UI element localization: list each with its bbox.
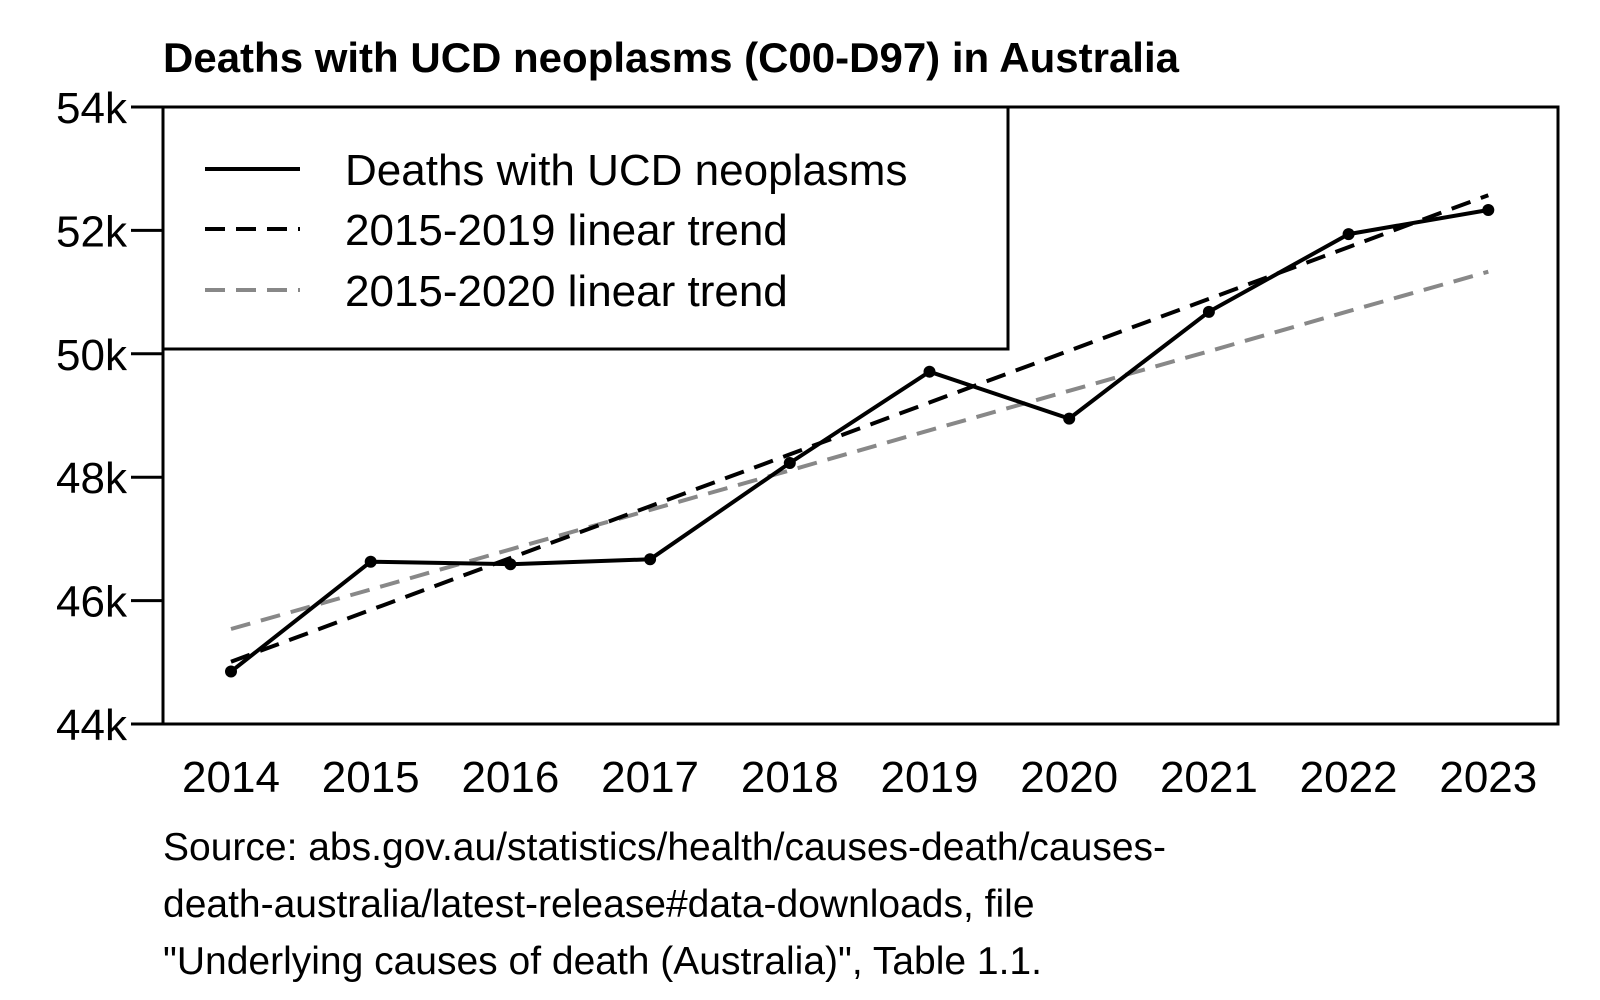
data-point <box>644 553 657 566</box>
data-point <box>923 365 936 378</box>
x-tick-label: 2017 <box>601 753 699 802</box>
x-axis: 2014 2015 2016 2017 2018 2019 2020 2021 2022 2023 <box>182 753 1537 802</box>
x-tick-label: 2016 <box>461 753 559 802</box>
chart-title: Deaths with UCD neoplasms (C00-D97) in A… <box>163 34 1180 81</box>
x-tick-label: 2018 <box>741 753 839 802</box>
y-tick-label: 46k <box>56 578 128 627</box>
source-line-1: Source: abs.gov.au/statistics/health/cau… <box>163 826 1166 869</box>
source-line-2: death-australia/latest-release#data-down… <box>163 883 1035 926</box>
data-point <box>1342 228 1355 241</box>
x-tick-label: 2015 <box>322 753 420 802</box>
series-line-deaths <box>229 208 1489 674</box>
data-point <box>783 457 796 470</box>
series-line-trend-2015-2020 <box>230 269 1489 631</box>
data-point <box>225 665 237 678</box>
x-tick-label: 2014 <box>182 753 280 802</box>
source-line-3: "Underlying causes of death (Australia)"… <box>163 940 1042 983</box>
series-layer <box>225 193 1495 678</box>
y-axis: 44k 46k 48k 50k 52k 54k <box>56 84 163 750</box>
data-point <box>504 558 517 571</box>
y-tick-label: 48k <box>56 454 128 503</box>
x-tick-label: 2023 <box>1439 753 1537 802</box>
y-tick-label: 52k <box>56 207 128 256</box>
x-tick-label: 2019 <box>881 753 979 802</box>
data-point <box>364 555 377 568</box>
data-point <box>1202 305 1215 318</box>
y-tick-label: 54k <box>56 84 128 133</box>
y-tick-label: 44k <box>56 701 128 750</box>
x-tick-label: 2021 <box>1160 753 1258 802</box>
y-tick-label: 50k <box>56 331 128 380</box>
legend-box <box>161 105 1010 351</box>
data-point <box>1063 412 1076 425</box>
legend: Deaths with UCD neoplasms 2015-2019 line… <box>161 105 1010 351</box>
legend-label-deaths: Deaths with UCD neoplasms <box>345 146 907 195</box>
x-tick-label: 2020 <box>1020 753 1118 802</box>
data-point <box>1482 204 1495 217</box>
x-tick-label: 2022 <box>1300 753 1398 802</box>
legend-label-trend-2015-2019: 2015-2019 linear trend <box>345 206 788 255</box>
legend-label-trend-2015-2020: 2015-2020 linear trend <box>345 267 788 316</box>
